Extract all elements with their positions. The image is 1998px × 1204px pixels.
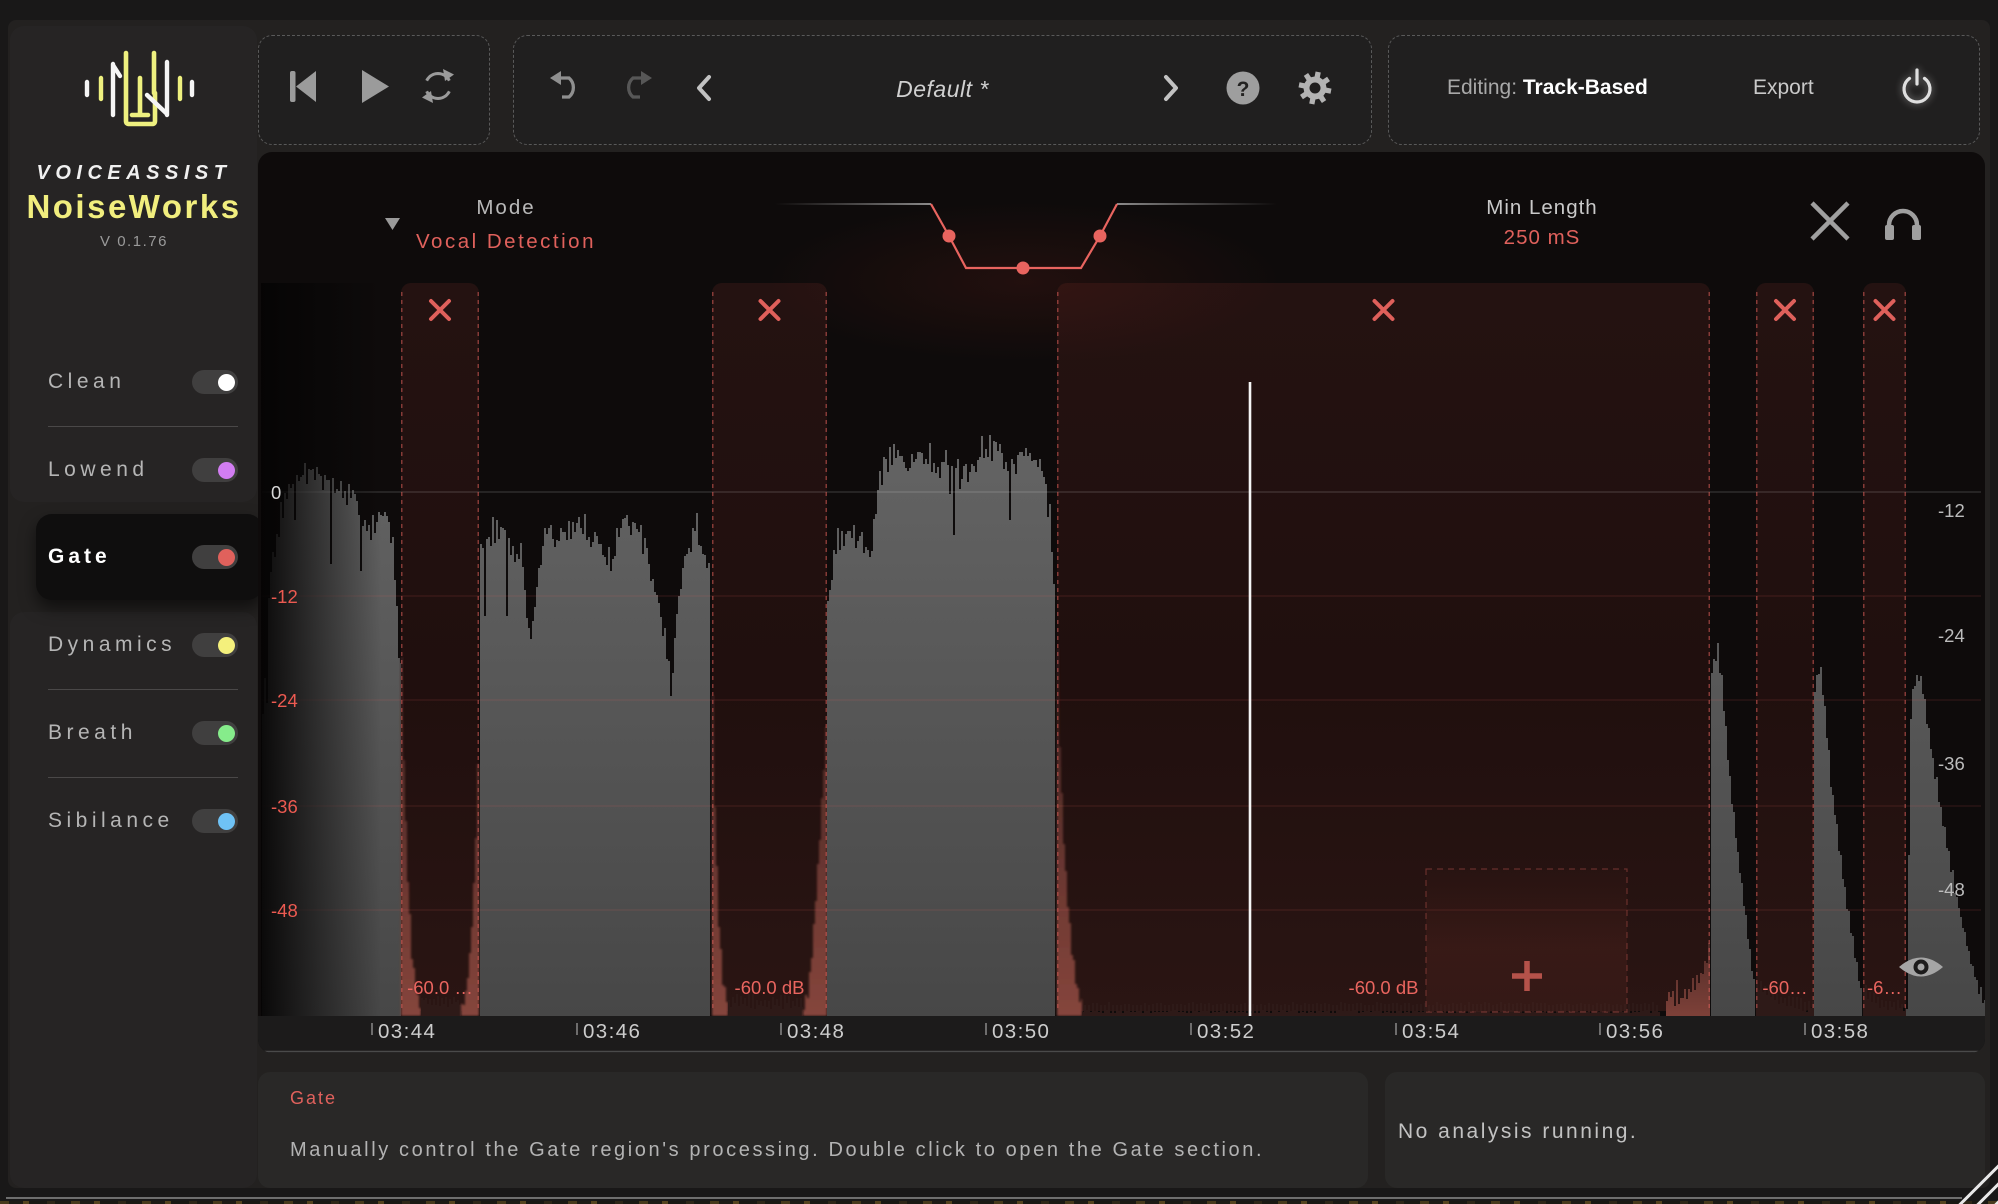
- svg-text:03:46: 03:46: [583, 1020, 641, 1043]
- svg-text:-36: -36: [271, 796, 298, 817]
- svg-text:?: ?: [1237, 78, 1250, 101]
- svg-text:Mode: Mode: [476, 196, 535, 219]
- svg-text:03:48: 03:48: [787, 1020, 845, 1043]
- svg-text:-24: -24: [271, 690, 298, 711]
- svg-text:-12: -12: [1938, 500, 1965, 521]
- svg-text:03:58: 03:58: [1811, 1020, 1869, 1043]
- svg-text:-48: -48: [1938, 879, 1965, 900]
- svg-text:03:56: 03:56: [1606, 1020, 1664, 1043]
- svg-text:-48: -48: [271, 900, 298, 921]
- svg-text:-60…: -60…: [1762, 977, 1807, 998]
- svg-text:-12: -12: [271, 586, 298, 607]
- svg-text:03:54: 03:54: [1402, 1020, 1460, 1043]
- svg-text:Min Length: Min Length: [1486, 196, 1597, 219]
- svg-text:Vocal Detection: Vocal Detection: [416, 230, 596, 253]
- svg-text:03:50: 03:50: [992, 1020, 1050, 1043]
- svg-text:250 mS: 250 mS: [1504, 226, 1581, 249]
- svg-text:03:52: 03:52: [1197, 1020, 1255, 1043]
- svg-text:-6…: -6…: [1867, 977, 1902, 998]
- svg-text:03:44: 03:44: [378, 1020, 436, 1043]
- svg-text:-36: -36: [1938, 753, 1965, 774]
- svg-text:-60.0 dB: -60.0 dB: [735, 977, 805, 998]
- svg-text:-24: -24: [1938, 625, 1965, 646]
- svg-text:-60.0 dB: -60.0 dB: [1349, 977, 1419, 998]
- svg-text:0: 0: [271, 482, 281, 503]
- svg-text:-60.0 …: -60.0 …: [407, 977, 473, 998]
